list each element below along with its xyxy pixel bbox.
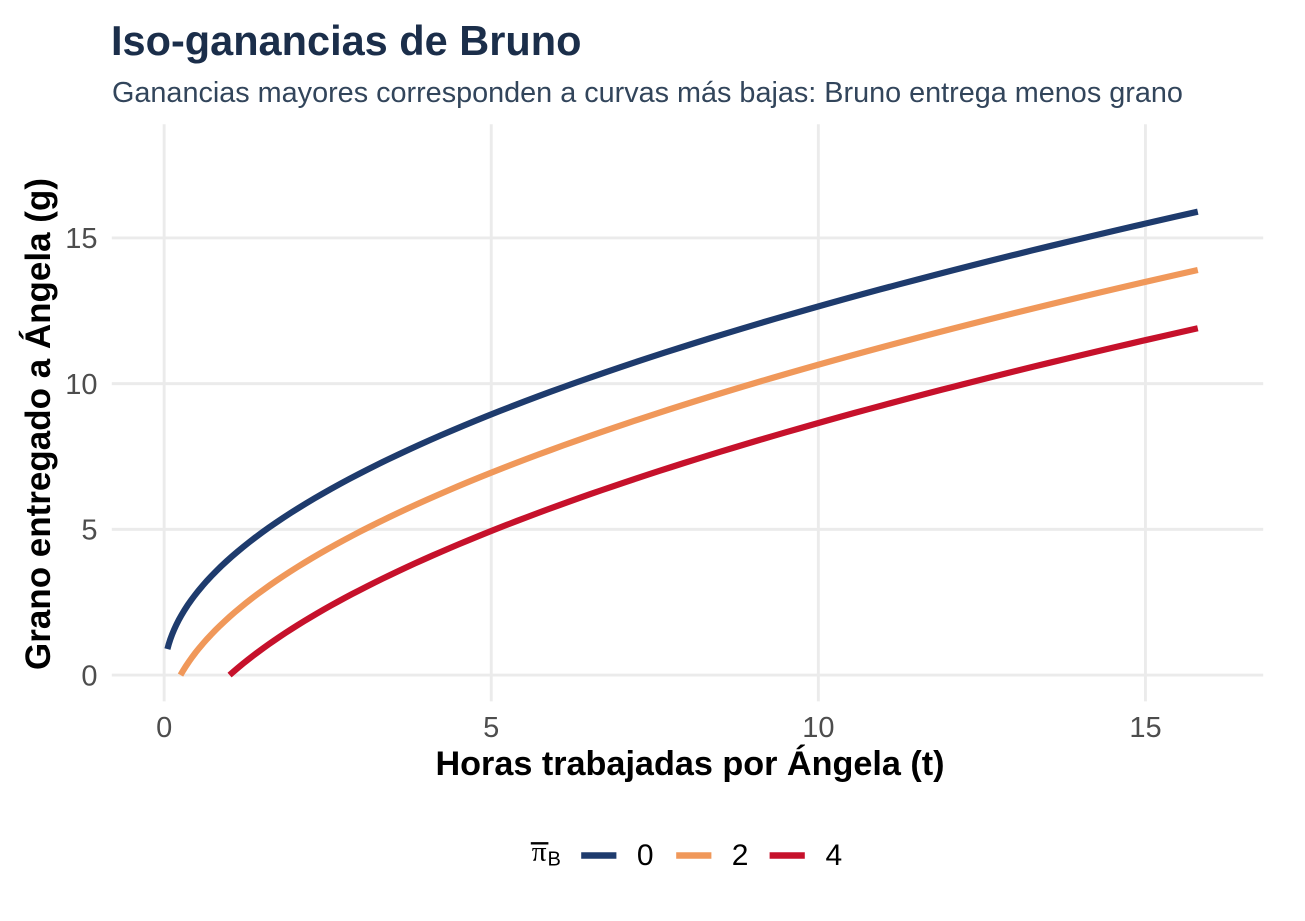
svg-text:15: 15 (65, 223, 97, 255)
svg-text:Horas trabajadas por Ángela (t: Horas trabajadas por Ángela (t) (435, 743, 944, 783)
svg-text:0: 0 (637, 839, 654, 872)
svg-text:Grano entregado a Ángela (g): Grano entregado a Ángela (g) (18, 178, 58, 670)
svg-text:B: B (548, 849, 561, 871)
svg-text:0: 0 (156, 712, 172, 744)
svg-text:Ganancias mayores corresponden: Ganancias mayores corresponden a curvas … (112, 77, 1183, 109)
svg-text:10: 10 (802, 712, 834, 744)
svg-text:10: 10 (65, 369, 97, 401)
svg-text:0: 0 (81, 660, 97, 692)
svg-text:5: 5 (81, 515, 97, 547)
svg-text:π: π (532, 837, 547, 867)
svg-text:Iso-ganancias de Bruno: Iso-ganancias de Bruno (111, 17, 581, 64)
svg-text:4: 4 (826, 839, 843, 872)
svg-text:15: 15 (1129, 712, 1161, 744)
svg-text:2: 2 (732, 839, 749, 872)
svg-text:5: 5 (483, 712, 499, 744)
